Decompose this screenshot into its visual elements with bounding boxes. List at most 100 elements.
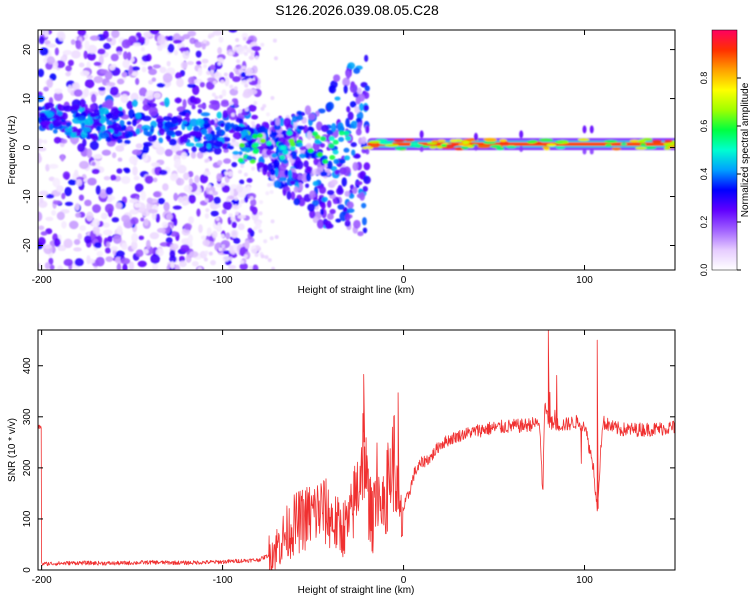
spectrogram-cell	[264, 255, 269, 260]
spectrogram-cell	[620, 142, 627, 146]
spectrogram-cell	[230, 112, 235, 117]
spectrogram-cell	[252, 264, 259, 270]
spectrogram-cell	[278, 176, 287, 182]
spectrogram-cell	[370, 144, 380, 148]
spectrogram-cell	[113, 127, 120, 135]
spectrogram-cell	[142, 97, 148, 107]
spectrogram-cell	[77, 143, 86, 153]
spectrogram-cell	[152, 177, 158, 183]
spectrogram-cell	[207, 183, 212, 188]
spectrogram-cell	[361, 136, 367, 145]
spectrogram-cell	[97, 48, 106, 55]
spectrogram-cell	[105, 247, 111, 254]
spectrogram-cell	[316, 152, 323, 158]
spectrogram-cell	[220, 122, 225, 128]
spectrogram-cell	[84, 40, 90, 51]
spectrogram-cell	[126, 100, 134, 110]
spectrogram-cell	[251, 114, 259, 120]
spectrogram-cell	[278, 136, 286, 144]
spectrogram-cell	[131, 240, 138, 251]
y-tick-label: 400	[22, 357, 33, 374]
spectrogram-cell	[188, 216, 195, 224]
spectrogram-cell	[237, 223, 245, 231]
spectrogram-cell	[441, 144, 448, 148]
spectrogram-cell	[358, 103, 364, 112]
spectrogram-cell	[208, 251, 213, 256]
spectrogram-cell	[345, 135, 352, 141]
spectrogram-cell	[40, 231, 48, 236]
spectrogram-cell	[223, 158, 232, 164]
spectrogram-cell	[288, 169, 293, 180]
y-tick-label: 200	[22, 459, 33, 476]
spectrogram-cell	[254, 253, 259, 258]
spectrogram-cell	[331, 123, 337, 133]
spectrogram-cell	[75, 39, 82, 49]
spectrogram-cell	[52, 118, 62, 127]
spectrogram-cell	[210, 134, 220, 142]
spectrogram-cell	[296, 142, 303, 148]
spectrogram-cell	[234, 196, 239, 201]
spectrogram-cell	[261, 142, 266, 148]
spectrogram-cell	[179, 260, 187, 268]
spectrogram-cell	[222, 250, 232, 255]
spectrogram-cell	[58, 31, 66, 42]
spectrogram-cell	[316, 219, 324, 229]
spectrogram-cell	[239, 259, 244, 264]
snr-background	[38, 330, 675, 570]
spectrogram-cell	[100, 212, 108, 220]
spectrogram-cell	[92, 218, 100, 228]
spectrogram-cell	[121, 176, 131, 185]
spectrogram-cell	[343, 84, 348, 94]
spectrogram-cell	[74, 258, 84, 267]
spectrogram-cell	[162, 116, 173, 121]
spectrogram-cell	[476, 145, 491, 149]
spectrogram-cell	[582, 148, 587, 155]
spectrogram-cell	[248, 104, 257, 112]
spectrogram-cell	[102, 222, 110, 228]
colorbar-label: Normalized spectral amplitude	[740, 82, 750, 217]
spectrogram-cell	[577, 138, 590, 142]
spectrogram-cell	[194, 41, 203, 48]
spectrogram-cell	[183, 223, 192, 231]
spectrogram-cell	[269, 132, 277, 138]
spectrogram-cell	[205, 208, 210, 213]
spectrogram-cell	[38, 147, 47, 152]
spectrogram-cell	[223, 72, 228, 77]
y-tick-label: 300	[22, 408, 33, 425]
spectrogram-cell	[270, 95, 275, 100]
spectrogram-cell	[46, 78, 54, 89]
x-tick-label: 100	[576, 575, 593, 586]
spectrogram-cell	[173, 49, 179, 56]
spectrogram-cell	[70, 126, 78, 133]
spectrogram-cell	[71, 82, 79, 90]
spectrogram-cell	[410, 142, 419, 146]
x-tick-label: -200	[32, 275, 52, 286]
spectrogram-cell	[117, 157, 123, 162]
spectrogram-cell	[73, 238, 81, 246]
spectrogram-cell	[250, 198, 257, 207]
spectrogram-cell	[221, 184, 231, 193]
spectrogram-cell	[103, 42, 111, 50]
spectrogram-cell	[198, 145, 208, 153]
spectrogram-cell	[107, 235, 113, 243]
spectrogram-cell	[357, 231, 364, 237]
spectrogram-cell	[47, 43, 57, 48]
spectrogram-cell	[269, 190, 274, 195]
spectrogram-cell	[132, 166, 138, 176]
spectrogram-cell	[182, 133, 189, 140]
spectrogram-cell	[232, 76, 241, 83]
spectrogram-cell	[139, 95, 145, 101]
spectrogram-cell	[217, 61, 222, 66]
spectrogram-cell	[249, 196, 254, 201]
spectrogram-cell	[38, 106, 44, 111]
spectrogram-cell	[246, 49, 251, 54]
spectrogram-cell	[348, 193, 355, 199]
spectrogram-cell	[304, 105, 312, 116]
spectrogram-cell	[271, 153, 278, 159]
spectrogram-cell	[213, 146, 222, 155]
spectrogram-cell	[200, 235, 207, 240]
spectrogram-cell	[62, 50, 73, 56]
spectrogram-cell	[195, 118, 205, 127]
spectrogram-cell	[395, 147, 407, 151]
spectrogram-cell	[61, 112, 68, 120]
